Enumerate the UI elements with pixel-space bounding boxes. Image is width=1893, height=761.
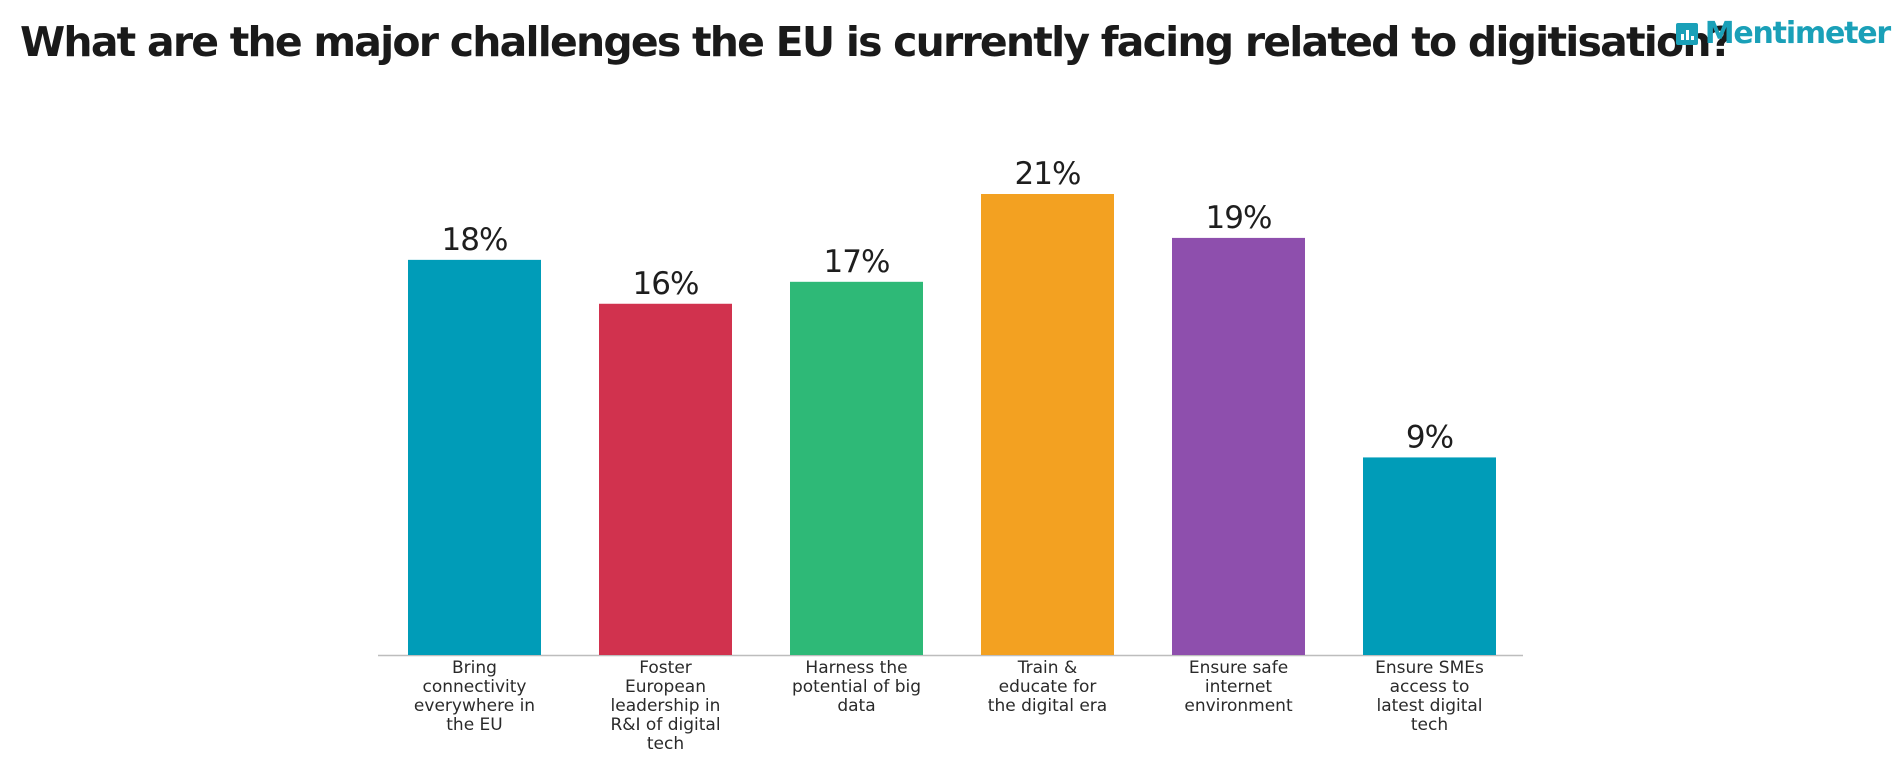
category-label: Harness the potential of big data <box>792 658 921 716</box>
bar-1 <box>408 259 541 655</box>
category-label: Ensure SMEs access to latest digital tech <box>1375 658 1484 735</box>
category-label: Ensure safe internet environment <box>1184 658 1293 716</box>
category-label: Train & educate for the digital era <box>988 658 1107 716</box>
bar-3 <box>790 281 923 655</box>
bar-4 <box>981 194 1114 655</box>
brand-logo: Mentimeter <box>1675 16 1891 51</box>
bar-value-label: 9% <box>1406 419 1453 455</box>
category-label: Bring connectivity everywhere in the EU <box>414 658 535 735</box>
bar-value-label: 17% <box>824 244 890 280</box>
bar-chart-icon <box>1675 22 1698 45</box>
bar-value-label: 21% <box>1015 156 1081 192</box>
category-label: Foster European leadership in R&I of digita… <box>610 658 720 754</box>
bar-value-label: 18% <box>442 222 508 258</box>
bar-6 <box>1363 457 1496 655</box>
bar-5 <box>1172 237 1305 655</box>
page-title: What are the major challenges the EU is … <box>20 18 1734 66</box>
brand-name: Mentimeter <box>1704 16 1891 51</box>
bar-value-label: 19% <box>1206 200 1272 236</box>
bar-value-label: 16% <box>633 266 699 302</box>
bar-2 <box>599 303 732 655</box>
